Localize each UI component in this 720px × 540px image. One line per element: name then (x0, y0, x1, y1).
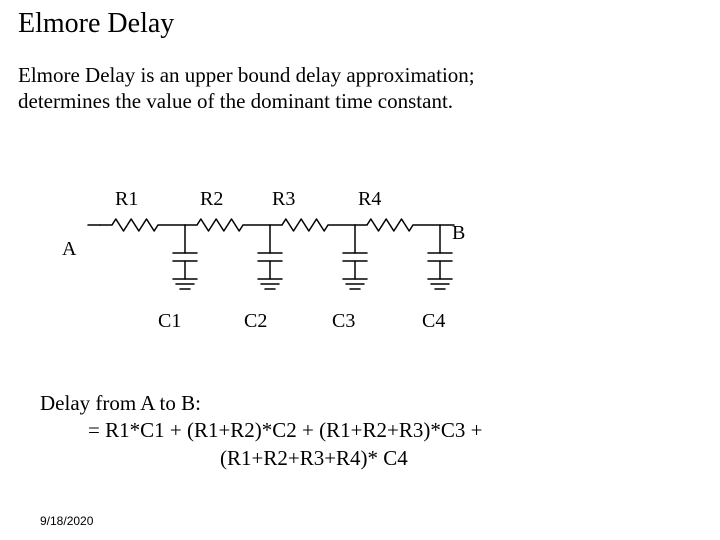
page-title: Elmore Delay (18, 8, 174, 40)
subtitle: Elmore Delay is an upper bound delay app… (18, 62, 475, 115)
resistor-label-2: R2 (200, 188, 223, 211)
node-label-b: B (452, 222, 465, 245)
resistor-label-3: R3 (272, 188, 295, 211)
delay-line2: = R1*C1 + (R1+R2)*C2 + (R1+R2+R3)*C3 + (40, 417, 482, 444)
delay-equation: Delay from A to B: = R1*C1 + (R1+R2)*C2 … (40, 390, 482, 472)
rc-ladder-circuit: A B R1 R2 R3 R4 C1 C2 C3 C4 (80, 180, 500, 345)
resistor-label-4: R4 (358, 188, 381, 211)
capacitor-label-2: C2 (244, 310, 267, 333)
capacitor-label-1: C1 (158, 310, 181, 333)
subtitle-line1: Elmore Delay is an upper bound delay app… (18, 63, 475, 87)
capacitor-label-4: C4 (422, 310, 445, 333)
resistor-label-1: R1 (115, 188, 138, 211)
delay-header: Delay from A to B: (40, 390, 482, 417)
delay-line3: (R1+R2+R3+R4)* C4 (40, 445, 482, 472)
node-label-a: A (62, 238, 76, 261)
subtitle-line2: determines the value of the dominant tim… (18, 89, 453, 113)
capacitor-label-3: C3 (332, 310, 355, 333)
footer-date: 9/18/2020 (40, 514, 93, 528)
